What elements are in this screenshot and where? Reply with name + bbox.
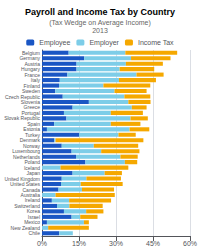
svg-text:(Tax Wedge on Average Income): (Tax Wedge on Average Income) — [49, 19, 151, 27]
svg-text:0%: 0% — [37, 240, 47, 247]
svg-text:United States: United States — [10, 181, 40, 187]
svg-text:Korea: Korea — [26, 208, 40, 215]
svg-text:60%: 60% — [183, 240, 197, 247]
svg-text:Sweden: Sweden — [21, 88, 40, 94]
svg-text:Norway: Norway — [23, 142, 40, 149]
svg-text:Luxembourg: Luxembourg — [12, 148, 40, 155]
svg-text:Turkey: Turkey — [24, 131, 40, 138]
svg-text:Mexico: Mexico — [24, 219, 40, 226]
svg-text:2013: 2013 — [92, 27, 108, 34]
svg-text:Employee: Employee — [39, 39, 70, 47]
svg-text:Portugal: Portugal — [21, 109, 40, 116]
svg-text:Slovak Republic: Slovak Republic — [4, 115, 40, 122]
svg-text:Finland: Finland — [23, 82, 40, 89]
svg-text:Iceland: Iceland — [23, 164, 40, 171]
svg-text:Australia: Australia — [20, 192, 40, 198]
svg-text:Poland: Poland — [24, 159, 40, 166]
svg-text:30%: 30% — [109, 240, 123, 247]
svg-text:Estonia: Estonia — [23, 126, 40, 133]
svg-text:Ireland: Ireland — [24, 197, 40, 204]
svg-text:France: France — [24, 71, 40, 78]
svg-text:15%: 15% — [72, 240, 86, 247]
svg-text:Employer: Employer — [89, 39, 119, 47]
svg-text:Italy: Italy — [30, 77, 40, 84]
svg-text:Germany: Germany — [19, 55, 40, 62]
svg-text:Income Tax: Income Tax — [138, 39, 174, 46]
svg-text:Denmark: Denmark — [19, 137, 40, 144]
svg-text:Slovenia: Slovenia — [20, 99, 40, 105]
svg-text:New Zealand: New Zealand — [10, 224, 40, 231]
svg-text:Netherlands: Netherlands — [13, 153, 40, 160]
svg-text:Canada: Canada — [22, 186, 40, 193]
svg-text:Payroll and Income Tax by Coun: Payroll and Income Tax by Country — [25, 7, 175, 17]
svg-text:Hungary: Hungary — [21, 66, 40, 73]
svg-text:Chile: Chile — [29, 230, 41, 236]
svg-text:45%: 45% — [146, 240, 160, 247]
svg-text:Belgium: Belgium — [21, 49, 40, 56]
svg-text:Czech Republic: Czech Republic — [5, 93, 40, 100]
svg-text:Israel: Israel — [27, 213, 40, 220]
svg-text:Austria: Austria — [24, 60, 40, 67]
svg-text:Switzerland: Switzerland — [14, 202, 40, 209]
svg-text:Spain: Spain — [27, 120, 40, 127]
svg-text:Greece: Greece — [23, 104, 40, 111]
svg-text:Japan: Japan — [26, 170, 40, 177]
svg-text:United Kingdom: United Kingdom — [4, 175, 40, 182]
